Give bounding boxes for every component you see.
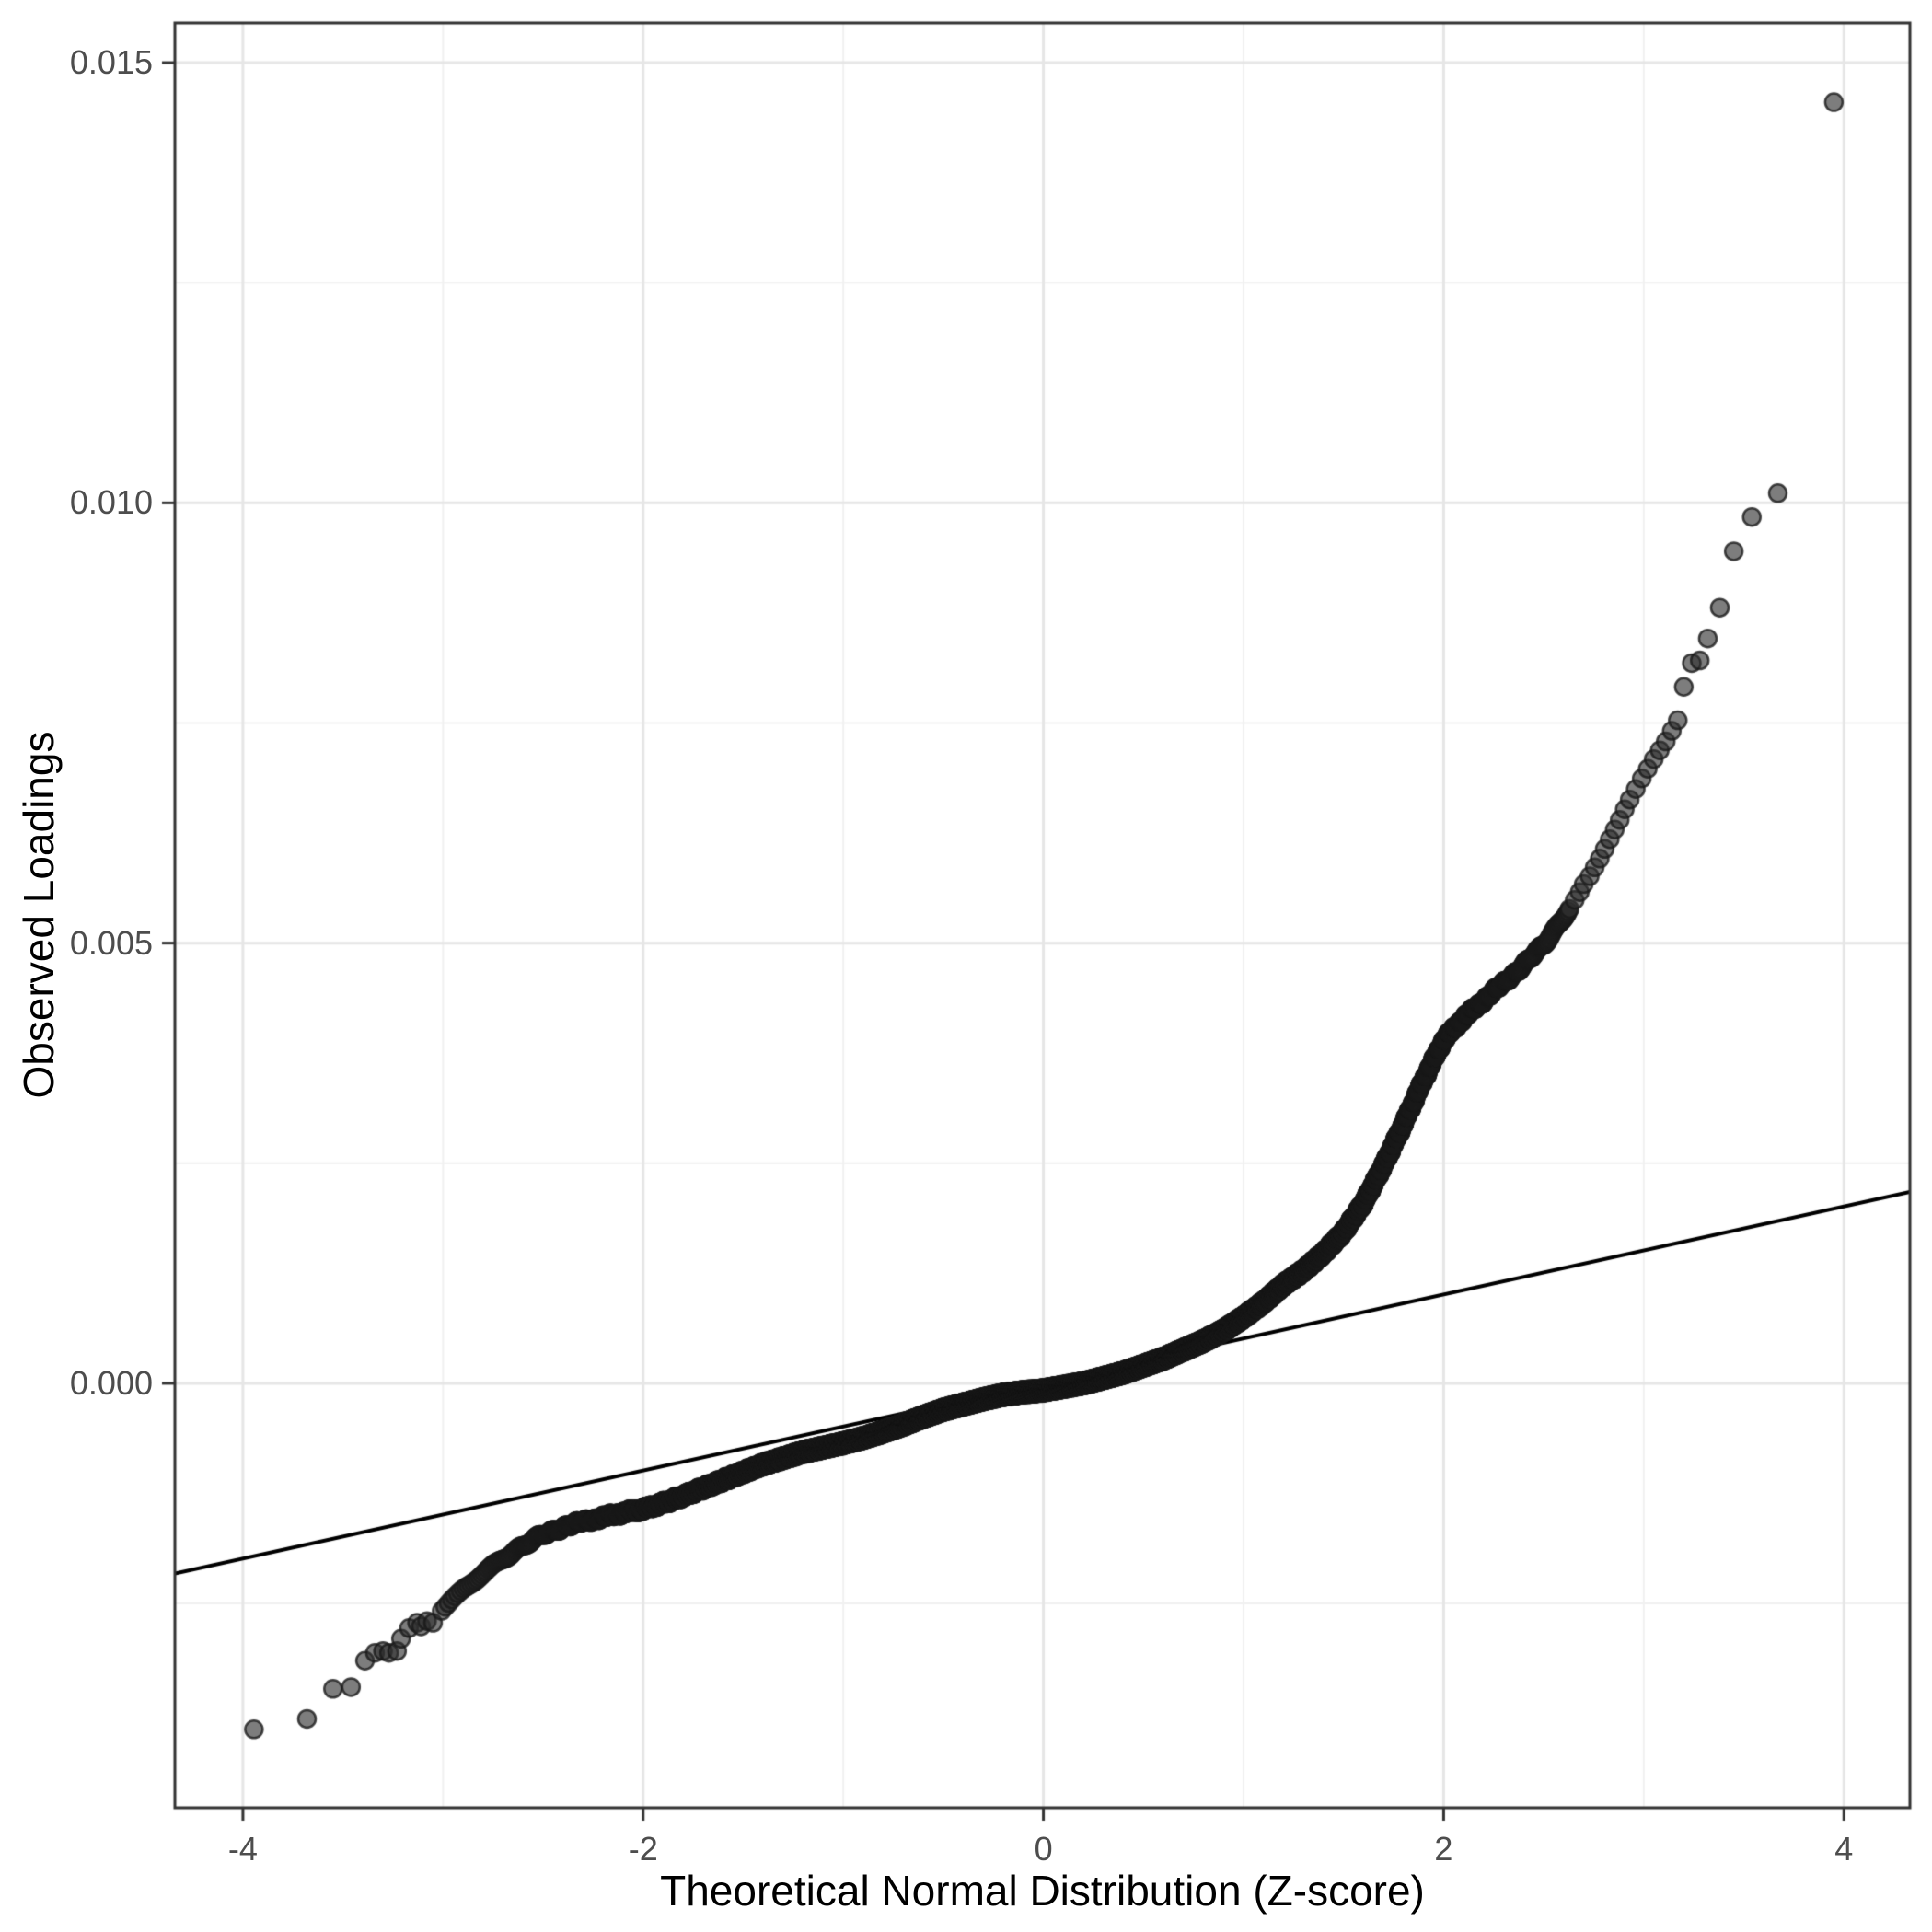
x-axis-title: Theoretical Normal Distribution (Z-score… [660, 1867, 1425, 1915]
y-tick-label: 0.010 [69, 483, 153, 522]
x-tick-label: -2 [628, 1830, 658, 1868]
x-tick-label: 0 [1034, 1830, 1053, 1868]
x-tick-label: 4 [1834, 1830, 1854, 1868]
y-tick-label: 0.000 [69, 1363, 153, 1402]
x-tick-label: -4 [227, 1830, 258, 1868]
x-tick-label: 2 [1434, 1830, 1453, 1868]
y-tick-label: 0.015 [69, 43, 153, 82]
y-axis-title: Observed Loadings [15, 731, 63, 1099]
y-tick-label: 0.005 [69, 923, 153, 962]
